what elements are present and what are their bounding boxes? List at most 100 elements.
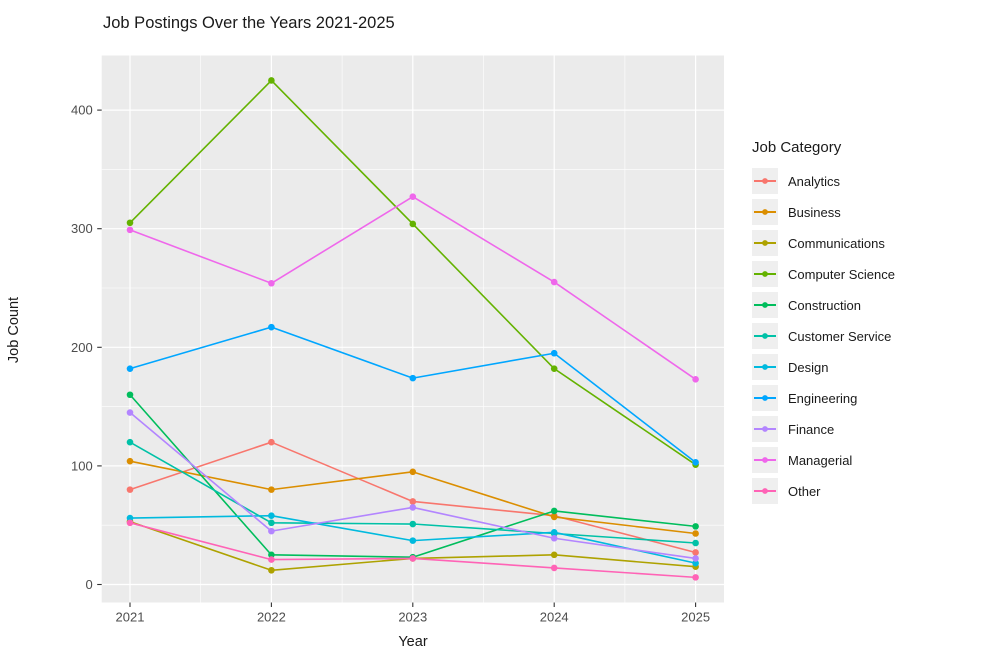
- data-point-analytics: [409, 498, 417, 505]
- legend-item-engineering: Engineering: [752, 385, 895, 411]
- legend-label-construction: Construction: [788, 297, 861, 313]
- legend-label-communications: Communications: [788, 235, 885, 251]
- data-point-construction: [692, 523, 699, 530]
- legend-key-glyph: [754, 271, 776, 277]
- data-point-other: [692, 574, 699, 581]
- data-point-other: [268, 556, 275, 563]
- legend-label-engineering: Engineering: [788, 390, 858, 406]
- data-point-other: [550, 564, 558, 572]
- data-point-customer-service: [126, 438, 134, 446]
- legend-label-managerial: Managerial: [788, 452, 853, 468]
- y-tick-label: 100: [71, 458, 93, 473]
- legend-label-analytics: Analytics: [788, 173, 841, 189]
- legend-key-icon-design: [752, 354, 778, 380]
- legend-key-glyph: [754, 395, 776, 401]
- legend-key-icon-communications: [752, 230, 778, 256]
- data-point-design: [409, 537, 417, 544]
- data-point-business: [268, 486, 275, 493]
- data-point-engineering: [692, 459, 699, 466]
- data-point-managerial: [126, 226, 134, 234]
- legend-label-customer-service: Customer Service: [788, 328, 892, 344]
- legend-key-glyph: [754, 488, 776, 494]
- data-point-engineering: [409, 374, 417, 382]
- legend-item-managerial: Managerial: [752, 447, 895, 473]
- data-point-construction: [550, 507, 558, 515]
- x-tick-label: 2022: [257, 610, 286, 625]
- data-point-finance: [126, 409, 134, 416]
- data-point-design: [126, 514, 134, 522]
- legend-item-customer-service: Customer Service: [752, 323, 895, 349]
- data-point-managerial: [409, 193, 417, 200]
- x-tick-label: 2023: [398, 610, 427, 625]
- data-point-customer-service: [268, 519, 275, 527]
- data-point-construction: [126, 391, 134, 399]
- legend-key-icon-customer-service: [752, 323, 778, 349]
- legend-item-design: Design: [752, 354, 895, 380]
- data-point-design: [550, 529, 558, 536]
- data-point-managerial: [268, 279, 275, 287]
- y-tick-label: 300: [71, 221, 93, 236]
- data-point-managerial: [692, 376, 699, 383]
- x-tick-label: 2024: [540, 610, 569, 625]
- data-point-analytics: [126, 486, 134, 493]
- legend-key-glyph: [754, 240, 776, 246]
- data-point-engineering: [268, 323, 275, 331]
- data-point-finance: [692, 555, 699, 562]
- data-point-finance: [268, 527, 275, 535]
- data-point-business: [126, 457, 134, 465]
- data-point-computer-science: [126, 219, 134, 227]
- legend-key-glyph: [754, 209, 776, 215]
- data-point-customer-service: [692, 539, 699, 547]
- legend-key-glyph: [754, 333, 776, 339]
- data-point-analytics: [692, 549, 699, 556]
- data-point-construction: [268, 551, 275, 559]
- data-point-analytics: [268, 438, 275, 446]
- legend-key-icon-computer-science: [752, 261, 778, 287]
- legend-item-analytics: Analytics: [752, 168, 895, 194]
- legend: Job Category Analytics Business Communicat…: [752, 139, 895, 509]
- legend-key-glyph: [754, 178, 776, 184]
- legend-key-icon-managerial: [752, 447, 778, 473]
- legend-key-glyph: [754, 426, 776, 432]
- legend-item-other: Other: [752, 478, 895, 504]
- x-axis-title: Year: [398, 634, 428, 650]
- data-point-customer-service: [409, 520, 417, 528]
- data-point-business: [409, 468, 417, 476]
- legend-key-glyph: [754, 457, 776, 463]
- data-point-other: [409, 555, 417, 562]
- legend-title: Job Category: [752, 139, 842, 156]
- y-tick-label: 400: [71, 103, 93, 118]
- data-point-business: [550, 513, 558, 521]
- legend-item-finance: Finance: [752, 416, 895, 442]
- data-point-managerial: [550, 278, 558, 286]
- legend-item-computer-science: Computer Science: [752, 261, 895, 287]
- legend-key-icon-engineering: [752, 385, 778, 411]
- data-point-other: [126, 519, 134, 527]
- legend-key-glyph: [754, 302, 776, 308]
- legend-label-computer-science: Computer Science: [788, 266, 895, 282]
- legend-item-communications: Communications: [752, 230, 895, 256]
- data-point-engineering: [550, 349, 558, 357]
- x-tick-label: 2025: [681, 610, 710, 625]
- data-point-computer-science: [550, 365, 558, 372]
- data-point-communications: [550, 551, 558, 559]
- chart-title: Job Postings Over the Years 2021-2025: [103, 14, 395, 32]
- legend-label-design: Design: [788, 359, 829, 375]
- data-point-finance: [550, 534, 558, 542]
- data-point-engineering: [126, 365, 134, 372]
- y-axis-title: Job Count: [6, 296, 22, 364]
- x-tick-label: 2021: [116, 610, 145, 625]
- legend-items: Analytics Business Communications Computer …: [752, 168, 895, 504]
- data-point-computer-science: [409, 220, 417, 228]
- data-point-communications: [268, 566, 275, 574]
- legend-key-glyph: [754, 364, 776, 370]
- legend-label-business: Business: [788, 204, 841, 220]
- legend-key-icon-construction: [752, 292, 778, 318]
- data-point-finance: [409, 504, 417, 511]
- data-point-design: [692, 559, 699, 567]
- legend-key-icon-business: [752, 199, 778, 225]
- legend-key-icon-other: [752, 478, 778, 504]
- data-point-computer-science: [268, 77, 275, 84]
- legend-key-icon-finance: [752, 416, 778, 442]
